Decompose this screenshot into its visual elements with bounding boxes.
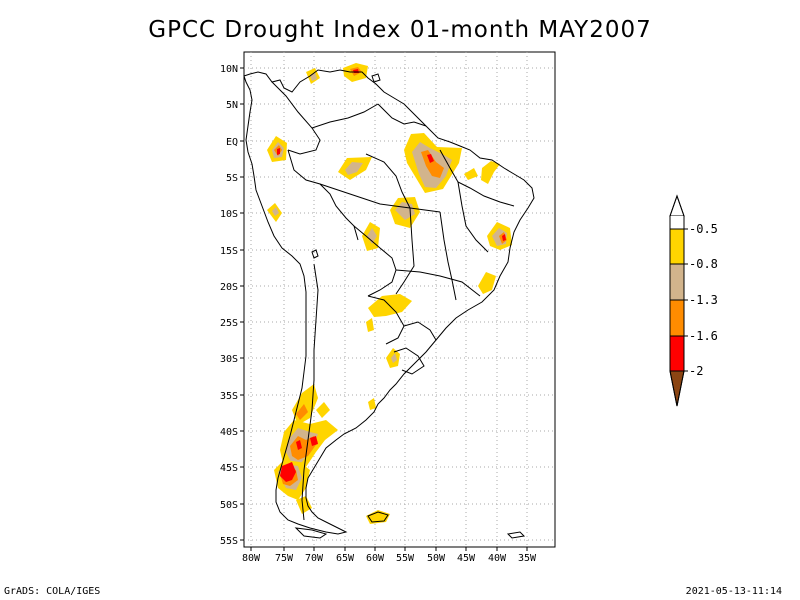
footer-credit: GrADS: COLA/IGES	[4, 586, 101, 597]
footer-timestamp: 2021-05-13-11:14	[685, 586, 782, 597]
lon-label: 45W	[457, 553, 476, 564]
patch-ne-coast	[481, 161, 500, 184]
legend-swatch-tan	[670, 264, 684, 300]
tierra-del-fuego	[294, 527, 328, 539]
border-peru-brazil	[287, 149, 359, 241]
legend-label: -2	[689, 364, 703, 378]
legend-label: -1.6	[689, 329, 718, 343]
legend-white-strip	[670, 216, 684, 229]
lat-label: 5N	[226, 100, 238, 111]
border-brazil-states-5	[439, 149, 515, 207]
lon-label: 40W	[488, 553, 507, 564]
trinidad	[371, 73, 381, 83]
legend-label: -0.8	[689, 257, 718, 271]
land-outlines	[243, 69, 535, 539]
lon-label: 55W	[396, 553, 415, 564]
lat-label: 5S	[226, 173, 238, 184]
lon-label: 35W	[518, 553, 537, 564]
patch-argentina-small	[368, 398, 376, 410]
patch-amazon-west-tan	[345, 162, 363, 175]
patch-bahia-red	[502, 234, 506, 241]
legend-colorbar	[669, 194, 688, 407]
lat-label: EQ	[226, 137, 238, 148]
falklands-outline	[367, 511, 389, 523]
lat-label: 25S	[220, 318, 238, 329]
lon-ticks	[250, 547, 528, 551]
patch-ecuador-red	[277, 148, 280, 155]
lon-label: 65W	[336, 553, 355, 564]
legend-cap-bottom	[669, 370, 685, 407]
border-uruguay	[393, 347, 425, 375]
legend-outline	[669, 194, 685, 407]
south-america-coastline	[243, 69, 535, 535]
border-guianas	[377, 103, 427, 127]
border-argentina-brazil	[403, 321, 437, 341]
border-brazil-states-2	[439, 211, 457, 301]
lat-axis: 10N 5N EQ 5S 10S 15S 20S 25S 30S 35S 40S…	[220, 64, 238, 547]
lat-label: 45S	[220, 463, 238, 474]
border-venezuela	[311, 103, 379, 129]
border-brazil-states-7	[365, 153, 411, 209]
patch-paraguay-tip	[366, 318, 374, 332]
lat-label: 15S	[220, 246, 238, 257]
patch-patagonia-north-red	[310, 436, 318, 446]
legend-label: -1.3	[689, 293, 718, 307]
lat-label: 10S	[220, 209, 238, 220]
lat-label: 40S	[220, 427, 238, 438]
border-paraguay	[367, 295, 405, 345]
legend-swatch-red	[670, 336, 684, 371]
patch-para-red	[427, 154, 434, 163]
lat-label: 35S	[220, 391, 238, 402]
map-frame	[243, 51, 556, 548]
map-title: GPCC Drought Index 01-month MAY2007	[148, 17, 652, 43]
lat-label: 55S	[220, 536, 238, 547]
patch-patagonia-tip	[296, 496, 312, 514]
patch-chile-mid	[292, 384, 318, 425]
border-brazil-states-3	[395, 207, 415, 295]
lon-label: 50W	[427, 553, 446, 564]
lon-label: 60W	[366, 553, 385, 564]
patch-argentina-east	[316, 402, 330, 418]
patch-peru-tan	[272, 207, 279, 216]
drought-patches	[267, 63, 512, 524]
lon-label: 70W	[305, 553, 324, 564]
lon-label: 80W	[242, 553, 261, 564]
patch-patagonia-south-red	[280, 462, 296, 482]
lat-ticks	[240, 67, 244, 541]
patch-patagonia-red2	[296, 440, 302, 450]
legend-swatch-light	[670, 229, 684, 264]
lake-titicaca	[311, 249, 319, 259]
patch-rondonia-tan	[367, 228, 377, 244]
island-south	[506, 531, 526, 539]
patch-chile-mid-orange	[296, 404, 308, 420]
patch-ne-small	[464, 168, 478, 180]
lat-label: 10N	[220, 64, 238, 75]
patch-para-orange	[421, 150, 444, 178]
legend-cap-top	[669, 194, 685, 217]
legend-label: -0.5	[689, 222, 718, 236]
border-chile-arg	[301, 263, 319, 521]
border-brazil-states-6	[457, 181, 489, 253]
legend-swatch-orange	[670, 300, 684, 336]
lon-axis: 80W 75W 70W 65W 60W 55W 50W 45W 40W 35W	[242, 553, 537, 564]
border-bolivia	[353, 225, 397, 297]
border-colombia	[271, 81, 321, 155]
border-brazil-states-1	[319, 183, 441, 213]
patch-minas	[478, 272, 496, 294]
patch-uruguay-tan	[391, 353, 397, 363]
lat-label: 20S	[220, 282, 238, 293]
lon-label: 75W	[275, 553, 294, 564]
lat-label: 30S	[220, 354, 238, 365]
border-brazil-states-4	[395, 269, 481, 297]
lat-label: 50S	[220, 500, 238, 511]
legend-labels: -0.5 -0.8 -1.3 -1.6 -2	[689, 222, 718, 378]
